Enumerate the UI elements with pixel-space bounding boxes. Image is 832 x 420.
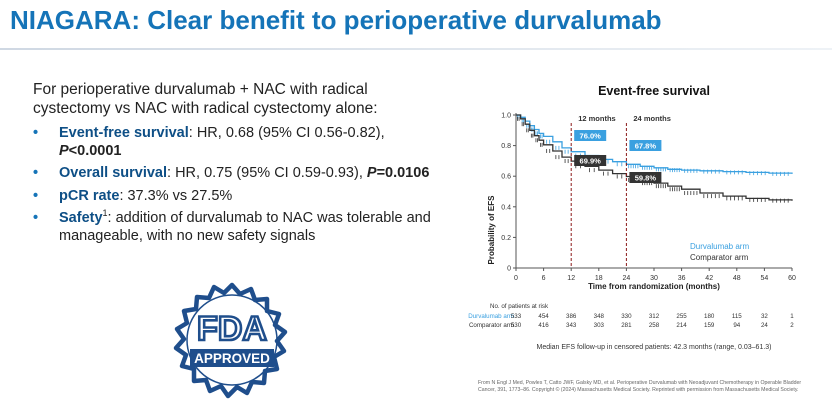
chart-plot-area: 0 0.2 0.4 0.6 0.8 1.0 0 6 12 18 24 30 36 42 48 54 60 (501, 113, 796, 283)
x-tick-label: 54 (761, 275, 769, 282)
legend-comparator: Comparator arm (690, 253, 749, 262)
x-tick-label: 12 (567, 275, 575, 282)
key-findings-list: • Event-free survival: HR, 0.68 (95% CI … (33, 125, 443, 250)
y-tick-label: 0.2 (501, 235, 511, 242)
risk-cell: 115 (732, 313, 742, 320)
landmark-label: 24 months (633, 114, 671, 123)
x-tick-label: 0 (514, 275, 518, 282)
risk-cell: 348 (594, 313, 605, 320)
y-tick-label: 1.0 (501, 113, 511, 120)
risk-cell: 32 (761, 313, 768, 320)
bullet-efs: • Event-free survival: HR, 0.68 (95% CI … (33, 125, 443, 160)
comparator-rate-box (574, 155, 607, 166)
bullet-key: Safety (59, 210, 103, 226)
bullet-key: pCR rate (59, 187, 120, 204)
title-divider (0, 48, 832, 50)
x-tick-label: 24 (623, 275, 631, 282)
bullet-text: : addition of durvalumab to NAC was tole… (59, 210, 431, 244)
bullet-pvalue: <0.0001 (68, 142, 122, 159)
slide-title: NIAGARA: Clear benefit to perioperative … (10, 5, 662, 35)
durvalumab-rate-box (629, 140, 662, 151)
bullet-dot-icon: • (33, 165, 39, 181)
x-tick-label: 30 (650, 275, 658, 282)
landmark-label: 12 months (578, 114, 616, 123)
fda-approved-badge-icon: FDA APPROVED (173, 282, 288, 399)
risk-cell: 312 (649, 313, 660, 320)
risk-cell: 94 (733, 322, 740, 329)
risk-cell: 2 (790, 322, 794, 329)
bullet-key: Overall survival (59, 165, 168, 181)
bullet-text: : HR, 0.75 (95% CI 0.59-0.93), (167, 165, 367, 181)
durvalumab-rate-label: 76.0% (580, 132, 602, 141)
risk-cell: 258 (649, 322, 660, 329)
risk-cell: 416 (538, 322, 549, 329)
chart-footnote: Median EFS follow-up in censored patient… (536, 344, 771, 351)
bullet-pcr: • pCR rate: 37.3% vs 27.5% (33, 188, 443, 206)
source-credit: From N Engl J Med, Powles T, Catto JWF, … (478, 380, 802, 393)
bullet-os: • Overall survival: HR, 0.75 (95% CI 0.5… (33, 165, 443, 183)
chart-series-layer (516, 114, 793, 203)
bullet-p: P (59, 142, 69, 159)
risk-cell: 343 (566, 322, 577, 329)
durvalumab-rate-label: 67.8% (635, 142, 657, 151)
badge-approved-text: APPROVED (194, 351, 270, 366)
chart-annotation-layer: 12 months 76.0% 69.9% 24 months 67.8% 59.8% (570, 114, 671, 268)
bullet-pvalue: =0.0106 (376, 165, 430, 181)
x-tick-label: 60 (788, 275, 796, 282)
risk-cell: 533 (511, 313, 522, 320)
risk-cell: 255 (676, 313, 687, 320)
risk-cell: 530 (511, 322, 522, 329)
bullet-footnote-ref: 1 (102, 208, 108, 219)
bullet-dot-icon: • (33, 187, 39, 204)
risk-cell: 386 (566, 313, 577, 320)
bullet-text: : HR, 0.68 (95% CI 0.56-0.82), (188, 125, 385, 141)
x-tick-label: 48 (733, 275, 741, 282)
bullet-dot-icon: • (33, 210, 39, 226)
bullet-key: Event-free survival (59, 125, 189, 141)
chart-title: Event-free survival (598, 84, 710, 98)
comparator-rate-label: 59.8% (635, 174, 657, 183)
y-tick-label: 0 (507, 266, 511, 273)
risk-row-label: Durvalumab arm (468, 313, 514, 320)
legend-durvalumab: Durvalumab arm (690, 242, 749, 251)
risk-cell: 330 (621, 313, 632, 320)
y-axis-label: Probability of EFS (487, 195, 496, 265)
risk-cell: 281 (621, 322, 632, 329)
x-tick-label: 42 (705, 275, 713, 282)
comparator-curve (516, 114, 793, 201)
risk-cell: 159 (704, 322, 715, 329)
risk-cell: 454 (538, 313, 549, 320)
risk-cell: 180 (704, 313, 715, 320)
risk-table-title: No. of patients at risk (490, 303, 549, 310)
y-tick-label: 0.4 (501, 204, 511, 211)
x-tick-label: 18 (595, 275, 603, 282)
durvalumab-rate-box (574, 130, 607, 141)
efs-kaplan-meier-chart: Event-free survival 00.20.40.60.81.00 6 12… (468, 84, 796, 351)
x-tick-label: 6 (542, 275, 546, 282)
risk-cell: 214 (676, 322, 687, 329)
intro-text: For perioperative durvalumab + NAC with … (33, 81, 378, 117)
comparator-rate-box (629, 172, 662, 183)
y-tick-label: 0.6 (501, 174, 511, 181)
bullet-text: : 37.3% vs 27.5% (119, 187, 233, 204)
x-axis-label: Time from randomization (months) (588, 282, 720, 291)
risk-table: No. of patients at risk Durvalumab arm533… (468, 303, 794, 329)
badge-fda-text: FDA (197, 310, 267, 348)
risk-cell: 303 (594, 322, 605, 329)
bullet-dot-icon: • (33, 125, 39, 141)
y-tick-label: 0.8 (501, 143, 511, 150)
bullet-safety: • Safety1: addition of durvalumab to NAC… (33, 208, 443, 245)
risk-cell: 1 (790, 313, 794, 320)
comparator-rate-label: 69.9% (580, 157, 602, 166)
x-tick-label: 36 (678, 275, 686, 282)
risk-row-label: Comparator arm (469, 322, 514, 329)
risk-cell: 24 (761, 322, 768, 329)
bullet-p: P (366, 165, 377, 181)
